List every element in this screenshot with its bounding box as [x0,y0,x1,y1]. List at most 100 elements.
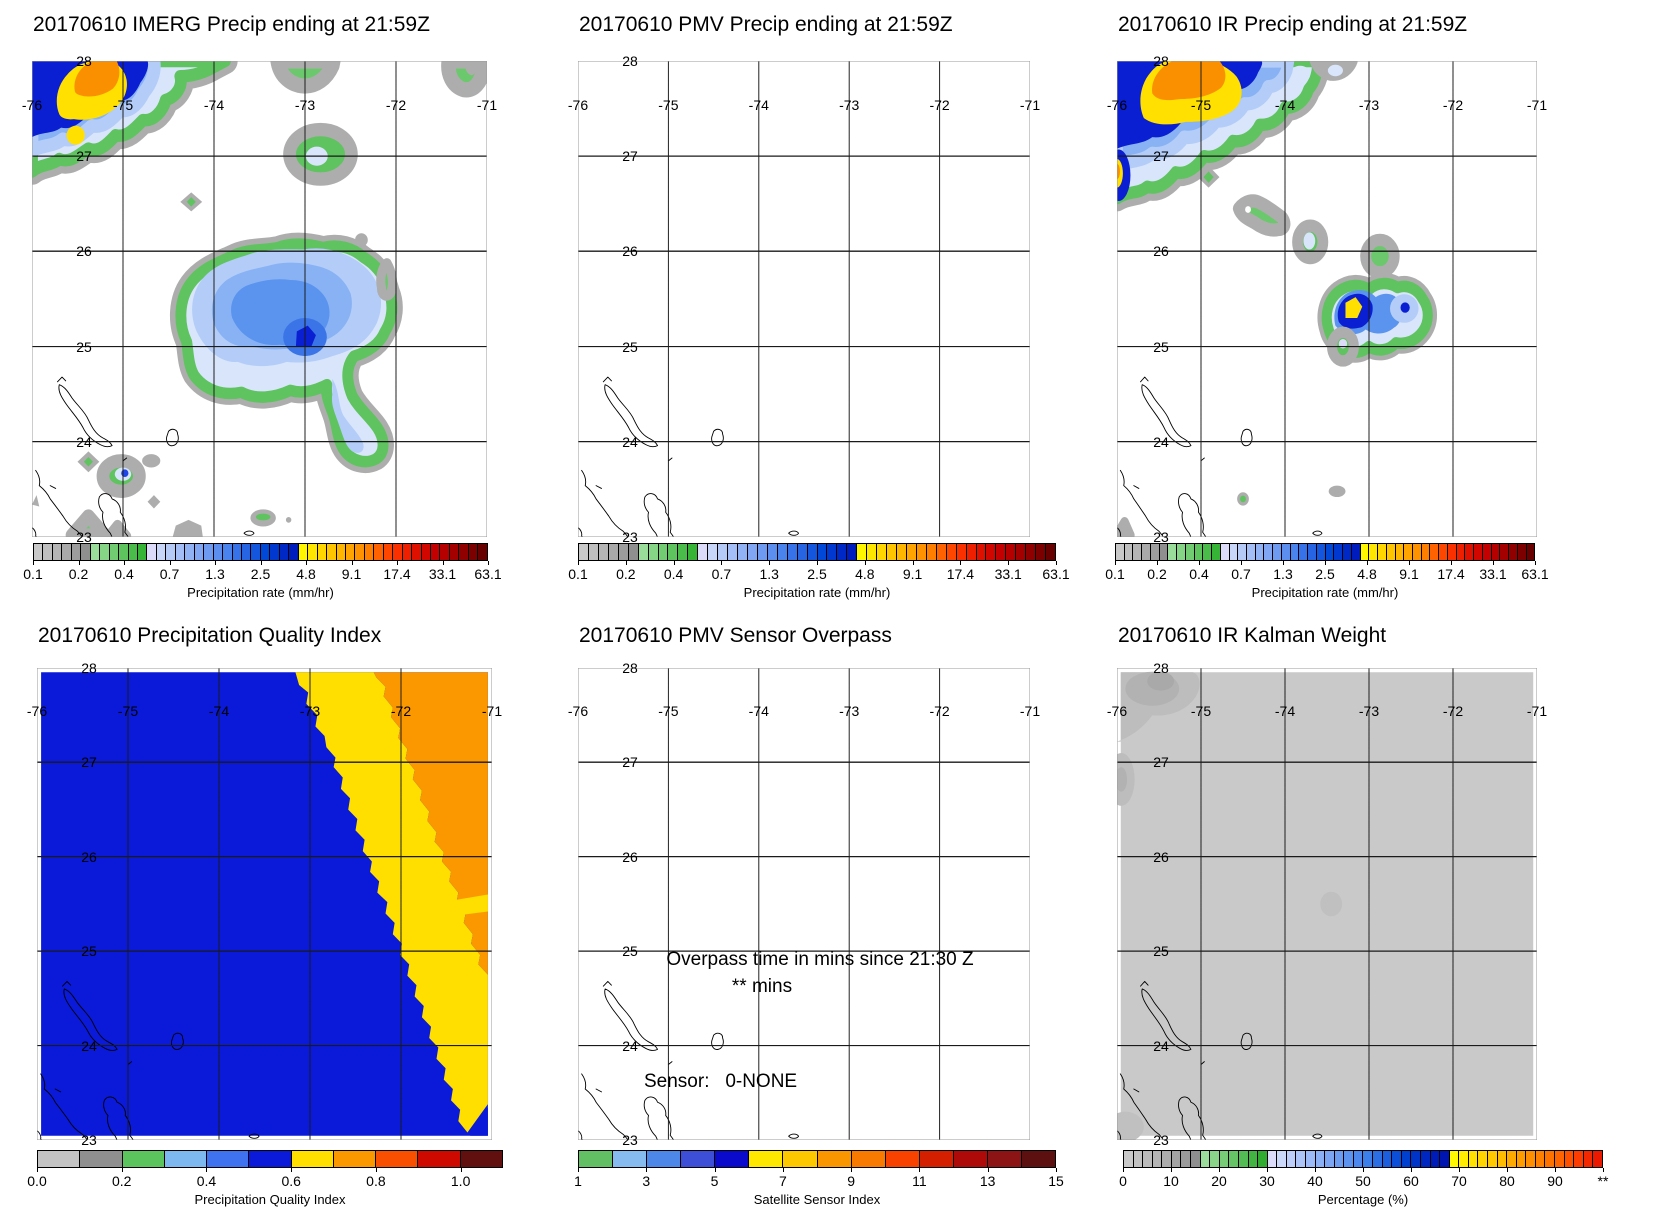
colorbar-cell [667,544,678,560]
colorbar-cell [1021,1151,1056,1167]
colorbar-cell [174,544,185,560]
colorbar-tick [206,1168,208,1172]
colorbar-tick-label: 9.1 [1399,566,1419,582]
colorbar-cell [786,544,797,560]
colorbar-cell [163,1151,207,1167]
colorbar-cell [392,544,402,560]
colorbar-cell [448,544,459,560]
colorbar-cell [240,544,251,560]
colorbar-tick [782,1168,784,1172]
colorbar-cell [206,1151,249,1167]
colorbar-cell [1307,544,1316,560]
colorbar-tick [291,1168,293,1172]
colorbar-tick [851,1168,853,1172]
colorbar-tick [960,561,962,565]
colorbar-cell [776,544,787,560]
colorbar-cell [1464,544,1474,560]
colorbar-tick [1241,561,1242,565]
colorbar-tick-label: 9.1 [341,566,362,582]
colorbar-tick [215,561,216,565]
colorbar-tick-label: 1.3 [205,566,225,582]
colorbar-cell [1481,544,1491,560]
colorbar-cell [1592,1151,1602,1167]
colorbar-cell [136,544,147,560]
colorbar-cell [1209,1151,1219,1167]
colorbar-tick [260,561,262,565]
colorbar-cell [617,544,628,560]
colorbar-cell [1506,1151,1516,1167]
colorbar-cell [1161,1151,1171,1167]
colorbar-cell [127,544,137,560]
colorbar-cell [1151,1151,1162,1167]
colorbar-cell [826,544,837,560]
colorbar-cell [1411,544,1421,560]
colorbar-cell [222,544,232,560]
colorbar-tick-label: 11 [912,1173,927,1189]
colorbar-tick [1367,561,1368,565]
colorbar-tick-label: 17.4 [1437,566,1465,582]
colorbar-cell [612,1151,647,1167]
colorbar-tick [919,1168,921,1172]
colorbar-cell [1045,544,1055,560]
colorbar-cell [955,544,966,560]
colorbar-cell [836,544,847,560]
colorbar-cell [637,544,648,560]
colorbar-tick [646,1168,648,1172]
colorbar-cell [607,544,618,560]
colorbar-cell [1314,1151,1325,1167]
colorbar-cell [344,544,355,560]
colorbar-cell [952,1151,987,1167]
map-canvas [1117,61,1537,537]
colorbar-title: Satellite Sensor Index [753,1192,881,1207]
colorbar-cell [1438,544,1447,560]
colorbar-cell [1350,544,1360,560]
colorbar-tick-label: 33.1 [994,566,1022,582]
colorbar-cell [1304,1151,1315,1167]
colorbar-cell [806,544,817,560]
colorbar-cell [1516,544,1526,560]
colorbar-cell [80,544,90,560]
colorbar-cell [1202,544,1212,560]
colorbar-tick-label: 0.4 [196,1173,217,1189]
colorbar-ir [1115,543,1535,561]
panel-title: 20170610 Precipitation Quality Index [38,624,382,647]
colorbar-cell [99,544,109,560]
colorbar-tick [460,1168,462,1172]
colorbar-tick [397,561,398,565]
map-canvas [37,668,492,1140]
colorbar-cell [1352,1151,1363,1167]
colorbar-cell [1525,544,1535,560]
colorbar-cell [1285,1151,1296,1167]
colorbar-cell [1298,544,1308,560]
colorbar-tick-label: 4.8 [855,566,875,582]
kalman-weight-map: -76 -75 -74 -73 -72 -71 28 27 26 25 24 23 [1107,660,1547,1148]
colorbar-tick [714,1168,716,1172]
colorbar-tick-label: 0.7 [159,566,180,582]
map-frame [578,61,1030,537]
colorbar-tick-label: 2.5 [807,566,827,582]
colorbar-cell [373,544,383,560]
colorbar-cell [876,544,887,560]
colorbar-cell [587,544,598,560]
colorbar-tick [1535,561,1536,565]
colorbar-imerg [33,543,488,561]
colorbar-tick-label: 3 [642,1173,651,1189]
colorbar-cell [1467,1151,1478,1167]
colorbar-cell [1458,1151,1468,1167]
colorbar-cell [1391,1151,1401,1167]
colorbar-cell [1377,544,1386,560]
colorbar-tick-label: 0.2 [616,566,636,582]
colorbar-cell [231,544,241,560]
colorbar-cell [1116,544,1124,560]
colorbar-cell [34,544,43,560]
panel-title: 20170610 PMV Precip ending at 21:59Z [579,13,953,36]
colorbar-cell [886,544,896,560]
colorbar-cell [856,544,867,560]
colorbar-pmv [578,543,1056,561]
colorbar-tick-label: 0.2 [68,566,89,582]
colorbar-cell [1573,1151,1583,1167]
map-frame [578,668,1030,1140]
colorbar-cell [727,544,737,560]
colorbar-cell [1141,544,1150,560]
colorbar-tick [1123,1168,1124,1172]
